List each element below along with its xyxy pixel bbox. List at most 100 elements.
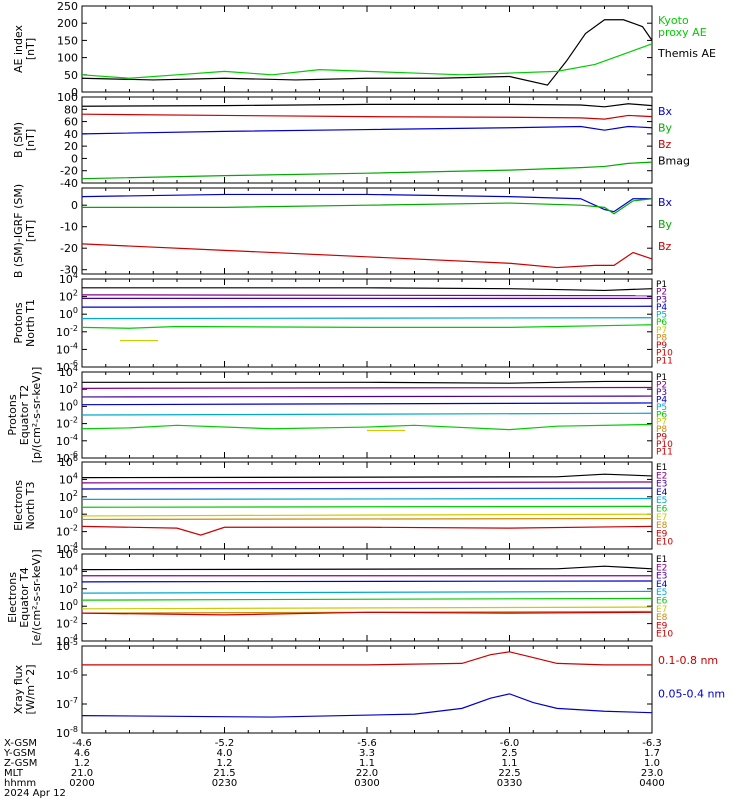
series-line-0 [81, 193, 652, 213]
legend-entry: 0.1-0.8 nm [658, 654, 718, 667]
ephemeris-value: 1.7 [644, 748, 660, 759]
y-tick-label: 10-2 [56, 324, 78, 339]
series-line-5 [81, 606, 653, 610]
legend-channel: P7 [656, 326, 667, 336]
y-tick-label: -20 [60, 165, 78, 178]
legend-channel: E5 [656, 588, 667, 598]
y-tick-label: 10-4 [56, 633, 78, 648]
series-line-0 [81, 103, 653, 108]
series-line-1 [81, 693, 653, 718]
y-tick-label: -40 [60, 177, 78, 190]
ephemeris-value: 1.2 [74, 758, 90, 769]
y-tick-label: 10-6 [56, 667, 78, 682]
y-tick-label: 10-4 [56, 541, 78, 556]
legend-channel: P11 [656, 356, 673, 366]
series-line-1 [82, 198, 653, 215]
y-tick-label: 10-4 [56, 433, 78, 448]
date-label: 2024 Apr 12 [4, 788, 66, 799]
series-line-2 [81, 395, 653, 398]
y-tick-label: 0 [71, 152, 78, 165]
y-tick-label: 102 [59, 289, 78, 304]
series-line-1 [81, 43, 653, 79]
ephemeris-label: Z-GSM [4, 758, 37, 769]
y-tick-label: 106 [59, 546, 78, 561]
y-tick-label: 100 [59, 506, 78, 521]
ephemeris-value: 0400 [639, 778, 664, 789]
series-line-4 [81, 505, 653, 508]
ephemeris-value: 2.5 [502, 748, 518, 759]
legend-entry: Bz [658, 240, 672, 253]
series-line-6 [81, 517, 653, 521]
series-line-1 [81, 294, 653, 297]
legend-channel: E1 [656, 555, 667, 565]
y-tick-label: 100 [57, 91, 78, 104]
series-line-3 [81, 402, 653, 406]
y-tick-label: 104 [59, 271, 78, 286]
y-tick-label: 100 [59, 598, 78, 613]
legend-channel: P8 [656, 333, 667, 343]
legend-channel: P1 [656, 373, 667, 383]
series-line-1 [81, 386, 653, 389]
y-axis-label: ProtonsEquator T2[p/(cm²-s-sr-keV)] [6, 367, 43, 464]
series-line-0 [82, 380, 652, 384]
y-tick-label: 106 [59, 454, 78, 469]
legend-entry: Bx [658, 196, 673, 209]
y-tick-label: 10-4 [56, 341, 78, 356]
ephemeris-value: 1.2 [217, 758, 233, 769]
legend-entry: Kyoto proxy AE [658, 14, 707, 39]
series-line-1 [81, 113, 653, 120]
y-tick-label: -10 [60, 221, 78, 234]
ephemeris-value: 22.0 [356, 768, 378, 779]
legend-channel: P11 [656, 448, 673, 458]
ephemeris-value: 0200 [69, 778, 94, 789]
ephemeris-value: 1.1 [359, 758, 375, 769]
y-tick-label: 102 [59, 381, 78, 396]
y-tick-label: 250 [57, 0, 78, 13]
ephemeris-value: 23.0 [641, 768, 663, 779]
ephemeris-value: 1.1 [502, 758, 518, 769]
legend-channel: P5 [656, 311, 667, 321]
y-tick-label: 100 [57, 52, 78, 65]
panel-frame [81, 645, 653, 734]
panel-xray: 10-8 10-7 10-6 10-5 Xray flux[W/m^2] 0.1-0.8 … [12, 638, 725, 740]
legend-entry: By [658, 218, 673, 231]
panel-frame [81, 553, 653, 642]
legend-channel: E6 [656, 505, 668, 515]
panel-frame [81, 278, 653, 368]
series-line-2 [81, 580, 653, 583]
legend-channel: P9 [656, 433, 667, 443]
series-line-3 [81, 590, 653, 594]
legend-channel: E1 [656, 463, 667, 473]
ephemeris-value: -6.0 [500, 738, 520, 749]
legend-channel: P2 [656, 288, 667, 298]
legend-channel: E9 [656, 529, 668, 539]
legend-channel: P10 [656, 440, 673, 450]
series-line-5 [81, 423, 653, 431]
legend-channel: E2 [656, 563, 667, 573]
legend-channel: E7 [656, 513, 667, 523]
legend-entry: 0.05-0.4 nm [658, 688, 725, 701]
series-line-3 [81, 305, 653, 308]
y-tick-label: 10-2 [56, 524, 78, 539]
legend-channel: P3 [656, 388, 667, 398]
legend-channel: E10 [656, 630, 673, 640]
panel-ae: 0 50 100 150 200 250 AE index[nT] Kyoto proxy AE… [12, 0, 716, 99]
ephemeris-value: 21.0 [71, 768, 93, 779]
ephemeris-value: 21.5 [213, 768, 235, 779]
y-tick-label: 104 [59, 364, 78, 379]
y-tick-label: 104 [59, 471, 78, 486]
series-line-2 [81, 243, 653, 269]
legend-channel: E2 [656, 471, 667, 481]
series-line-4 [81, 317, 653, 320]
y-tick-label: 100 [59, 306, 78, 321]
ephemeris-value: -6.3 [642, 738, 662, 749]
y-tick-label: 10-2 [56, 616, 78, 631]
ephemeris-value: 4.0 [217, 748, 233, 759]
y-tick-label: 0 [71, 199, 78, 212]
ephemeris-value: 4.6 [74, 748, 90, 759]
legend-channel: E3 [656, 480, 667, 490]
legend-channel: P4 [656, 303, 667, 313]
y-tick-label: 10-2 [56, 416, 78, 431]
